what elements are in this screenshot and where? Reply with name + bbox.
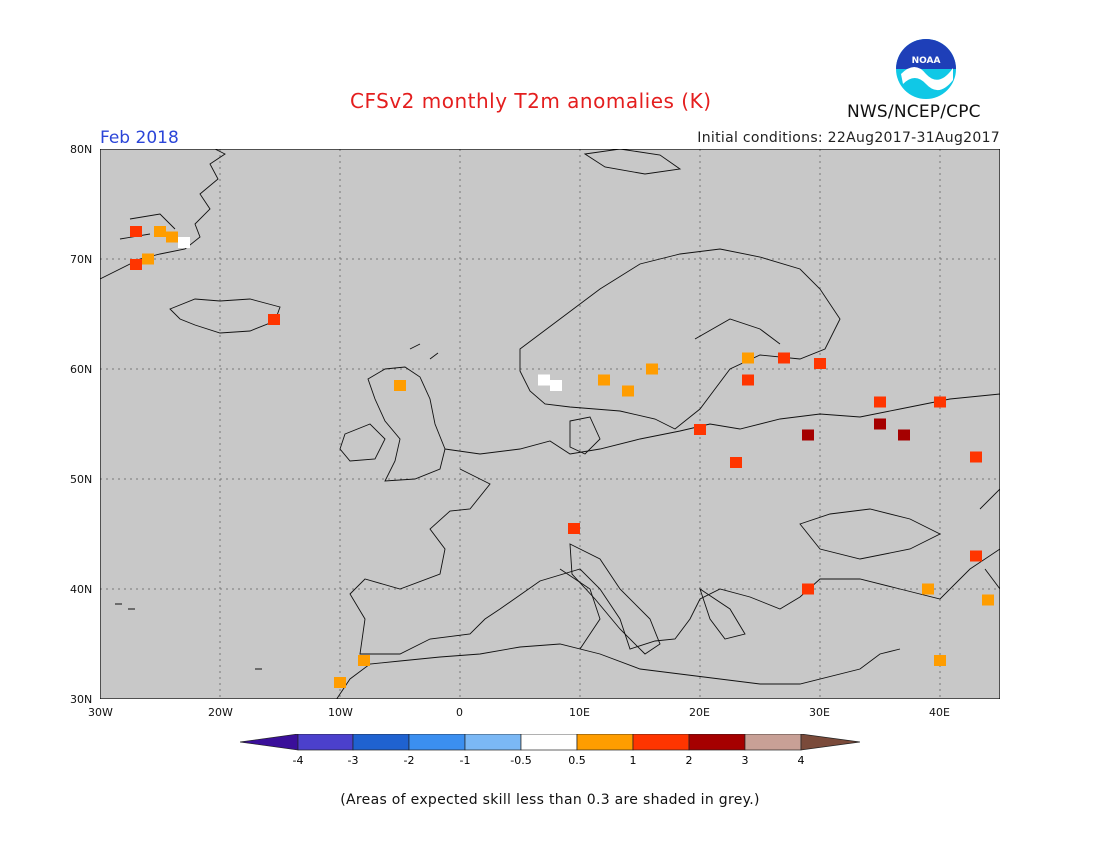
legend-swatch [352,733,410,751]
anomaly-cell [154,226,166,237]
map-panel [99,148,1001,710]
anomaly-cell [898,429,910,441]
noaa-logo: NOAA [896,39,956,99]
anomaly-cell [130,226,142,237]
initial-conditions-label: Initial conditions: 22Aug2017-31Aug2017 [697,130,1000,146]
lat-label-60: 60N [70,363,93,376]
lat-label-80: 80N [70,143,93,156]
legend-swatch [632,733,690,751]
anomaly-cell [922,583,934,595]
anomaly-cell [622,385,634,397]
anomaly-cell [814,358,826,369]
forecast-month-label: Feb 2018 [100,128,179,148]
legend-swatch [520,733,578,751]
legend-tick: 3 [742,754,749,767]
anomaly-cell [130,259,142,270]
lat-label-50: 50N [70,473,93,486]
anomaly-cell [970,451,982,463]
lon-label-30w: 30W [88,706,113,719]
anomaly-cell [802,583,814,595]
legend-swatch [576,733,634,751]
anomaly-cell [598,374,610,386]
anomaly-cell [934,396,946,408]
agency-label: NWS/NCEP/CPC [847,102,981,122]
lon-label-10e: 10E [569,706,590,719]
lon-label-10w: 10W [328,706,353,719]
anomaly-cell [358,655,370,666]
anomaly-cell [646,363,658,375]
legend-tick: -4 [293,754,304,767]
anomaly-map [99,148,1001,710]
legend-swatch [297,733,354,751]
legend-swatch [408,733,466,751]
legend-swatch [688,733,746,751]
color-legend: -4 -3 -2 -1 -0.5 0.5 1 2 3 4 [239,733,861,774]
anomaly-cell [982,594,994,606]
legend-tick: 2 [686,754,693,767]
anomaly-cell [970,550,982,562]
anomaly-cells [130,226,994,688]
skill-note: (Areas of expected skill less than 0.3 a… [340,792,760,808]
anomaly-cell [874,396,886,408]
anomaly-cell [934,655,946,666]
legend-swatch [464,733,522,751]
anomaly-cell [550,380,562,391]
legend-tick: 1 [630,754,637,767]
anomaly-cell [178,237,190,248]
lon-label-30e: 30E [809,706,830,719]
anomaly-cell [538,374,550,386]
legend-tick: -2 [404,754,415,767]
logo-text: NOAA [912,56,941,66]
lat-label-40: 40N [70,583,93,596]
anomaly-cell [730,457,742,468]
lon-label-20e: 20E [689,706,710,719]
anomaly-cell [778,352,790,364]
anomaly-cell [568,523,580,534]
legend-tick: 4 [798,754,805,767]
anomaly-cell [268,314,280,325]
anomaly-cell [394,380,406,391]
legend-arrow-low [239,733,299,751]
map-background [100,149,1000,699]
anomaly-cell [742,374,754,386]
anomaly-cell [802,429,814,441]
legend-tick: -1 [460,754,471,767]
legend-tick: -0.5 [510,754,531,767]
legend-tick: -3 [348,754,359,767]
lon-label-20w: 20W [208,706,233,719]
graticule [100,149,1000,699]
map-title: CFSv2 monthly T2m anomalies (K) [350,89,712,113]
anomaly-cell [874,418,886,430]
anomaly-cell [334,677,346,688]
legend-swatch [744,733,802,751]
anomaly-cell [694,424,706,435]
lon-label-40e: 40E [929,706,950,719]
anomaly-cell [742,352,754,364]
anomaly-cell [142,253,154,265]
legend-tick: 0.5 [568,754,586,767]
lat-label-70: 70N [70,253,93,266]
lon-label-0: 0 [456,706,463,719]
legend-arrow-high [800,733,861,751]
anomaly-cell [166,231,178,243]
lat-label-30: 30N [70,693,93,706]
